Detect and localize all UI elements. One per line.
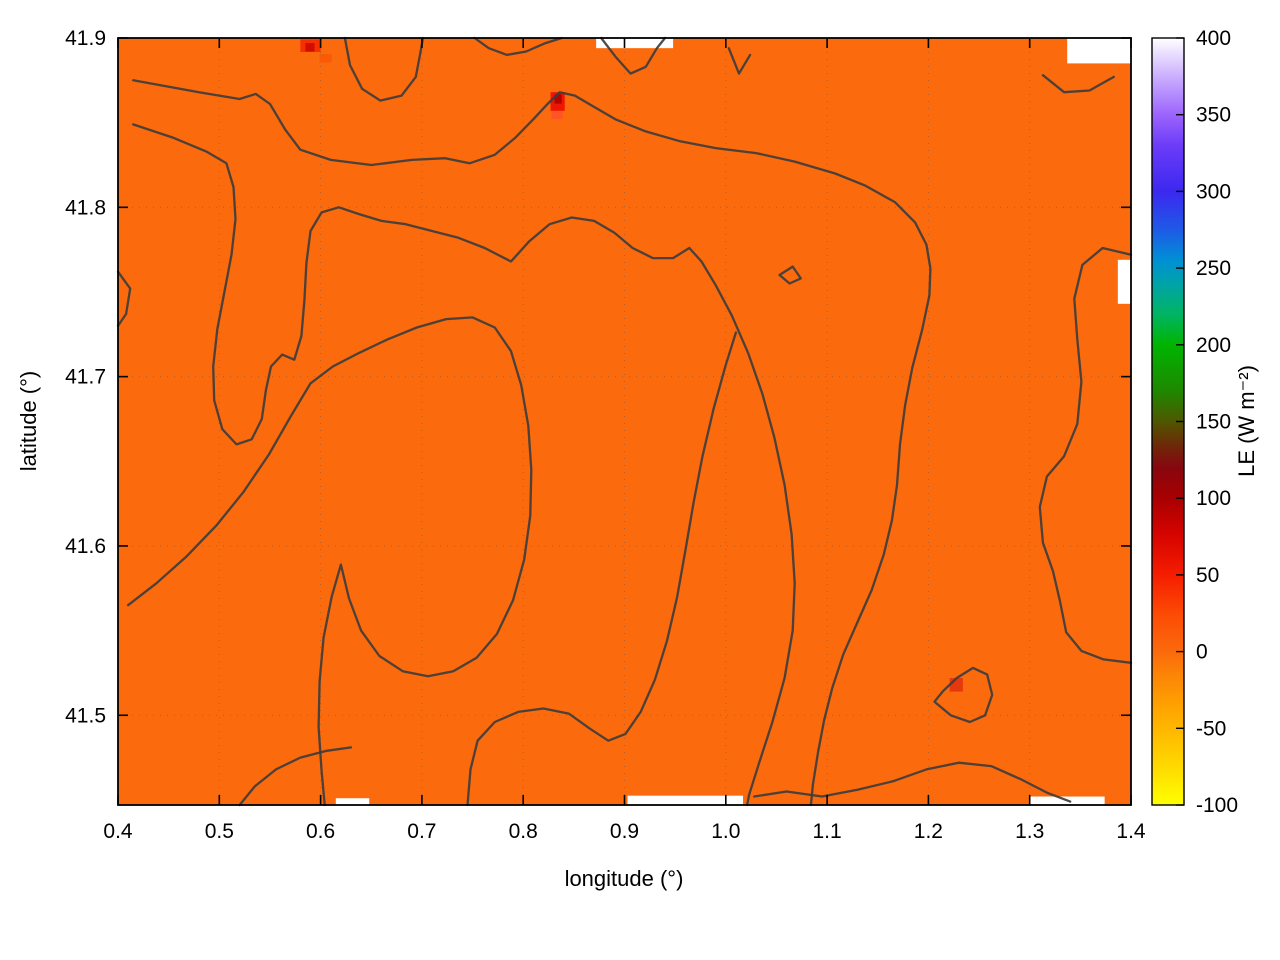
colorbar: -100 -50 0 50 100 150 200 250 300 350 400 <box>1151 27 1238 817</box>
contour-top-shape <box>343 36 425 102</box>
contour-inner-bottom-arc <box>466 331 738 807</box>
x-axis-label: longitude (°) <box>565 866 684 891</box>
colorbar-tick-label: 400 <box>1196 27 1231 50</box>
hotspot <box>305 43 315 52</box>
colorbar-label: LE (W m⁻²) <box>1234 365 1259 477</box>
missing-data-patch <box>335 798 370 805</box>
colorbar-tick-label: 250 <box>1196 257 1231 280</box>
colorbar-tick-label: -100 <box>1196 794 1238 817</box>
colorbar-tick-label: -50 <box>1196 717 1226 740</box>
y-tick-label: 41.8 <box>65 196 106 219</box>
contour-bottom-left-line <box>238 746 353 807</box>
hotspot <box>551 111 563 119</box>
colorbar-tick-label: 200 <box>1196 334 1231 357</box>
colorbar-tick-label: 100 <box>1196 487 1231 510</box>
colorbar-tick-label: 150 <box>1196 411 1231 434</box>
y-tick-label: 41.5 <box>65 704 106 727</box>
missing-data-patch <box>627 795 744 805</box>
x-tick-label: 0.6 <box>306 820 335 843</box>
contour-middle-arc <box>126 316 533 807</box>
x-tick-label: 0.5 <box>205 820 234 843</box>
hotspot <box>319 54 332 63</box>
colorbar-tick-label: 0 <box>1196 641 1208 664</box>
y-tick-label: 41.9 <box>65 27 106 50</box>
axes: 0.4 0.5 0.6 0.7 0.8 0.9 1.0 1.1 1.2 1.3 1.4 41.5 41.… <box>65 27 1146 843</box>
missing-data-patch <box>596 38 674 49</box>
contour-inner-band <box>132 123 796 807</box>
colorbar-tick-label: 300 <box>1196 180 1231 203</box>
x-tick-label: 1.0 <box>711 820 740 843</box>
colorbar-tick-label: 50 <box>1196 564 1219 587</box>
y-tick-label: 41.7 <box>65 366 106 389</box>
x-tick-label: 1.3 <box>1015 820 1044 843</box>
colorbar-tick-label: 350 <box>1196 104 1231 127</box>
x-tick-label: 0.9 <box>610 820 639 843</box>
x-tick-label: 1.4 <box>1116 820 1146 843</box>
contour-right-curve <box>1038 246 1133 664</box>
contour-top-right-segment <box>1041 74 1115 94</box>
contour-outer-band <box>132 79 932 807</box>
x-tick-label: 0.8 <box>509 820 538 843</box>
contour-top-check <box>727 47 752 75</box>
hotspot <box>554 94 562 104</box>
contour-top-wiggle-1 <box>473 36 563 57</box>
y-tick-label: 41.6 <box>65 535 106 558</box>
grid-lines <box>118 38 1131 805</box>
contour-left-edge-tick <box>116 270 132 327</box>
missing-data-patch <box>1067 38 1131 64</box>
missing-data-patch <box>1117 259 1131 304</box>
x-tick-label: 1.1 <box>812 820 841 843</box>
contour-bottom-right-wiggle <box>753 761 1072 803</box>
x-tick-label: 1.2 <box>914 820 943 843</box>
x-tick-label: 0.7 <box>407 820 436 843</box>
contour-lines <box>116 36 1133 807</box>
contour-tiny-diamond <box>778 265 802 285</box>
x-tick-label: 0.4 <box>103 820 133 843</box>
y-axis-label: latitude (°) <box>16 371 41 472</box>
contour-small-closed-shape <box>933 666 994 724</box>
contour-top-wiggle-2 <box>600 36 667 75</box>
